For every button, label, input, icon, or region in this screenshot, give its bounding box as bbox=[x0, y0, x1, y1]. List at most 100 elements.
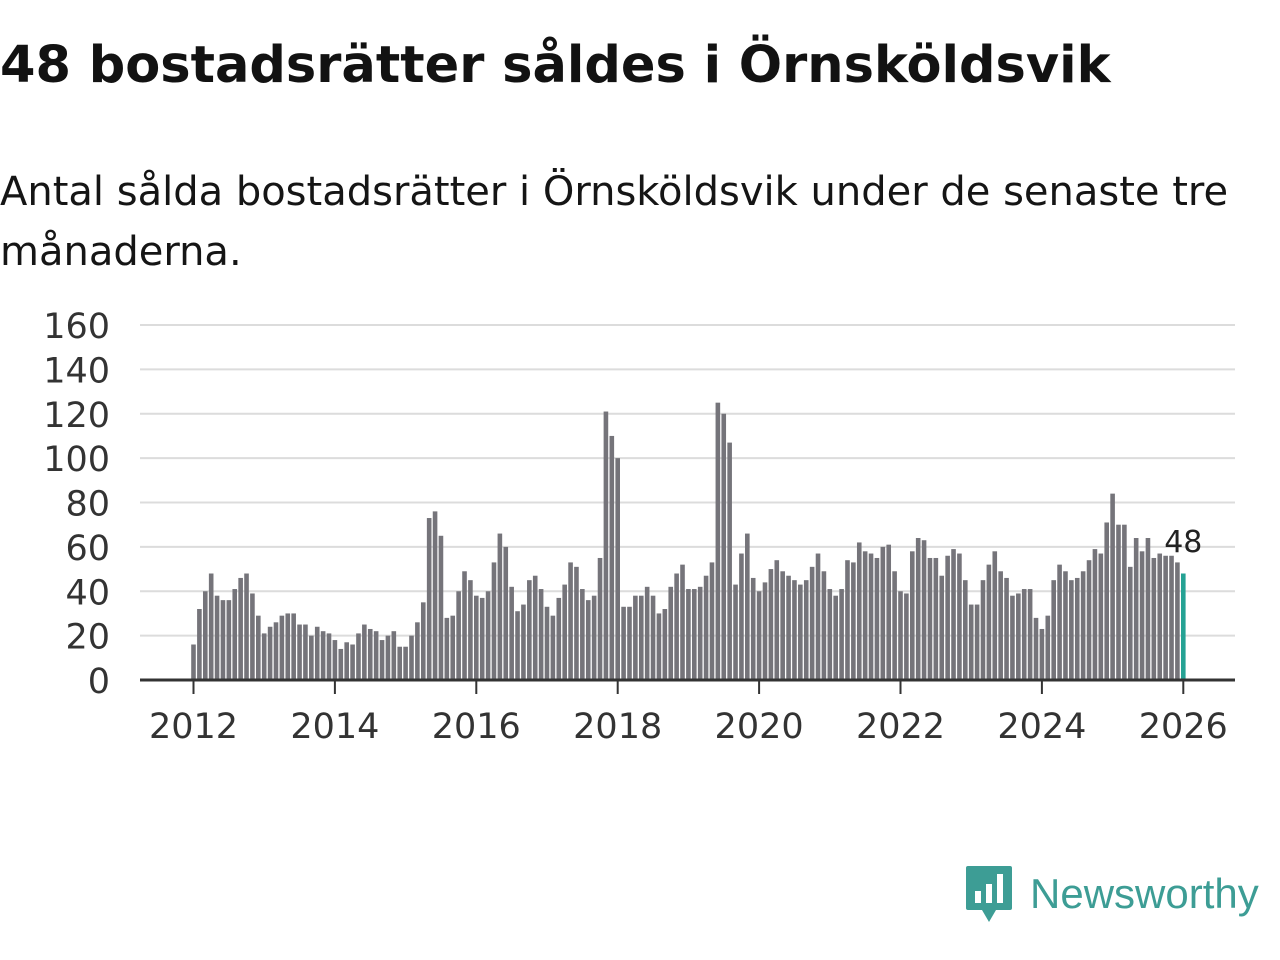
bar bbox=[697, 586, 703, 680]
bar bbox=[662, 609, 668, 680]
bar bbox=[332, 640, 338, 680]
bar bbox=[945, 555, 950, 680]
x-axis: 2012 2014 2016 2018 2020 2022 2024 2026 bbox=[140, 678, 1235, 747]
bar bbox=[1110, 493, 1115, 681]
x-tick-label: 2014 bbox=[290, 707, 379, 747]
y-tick-label: 80 bbox=[65, 485, 110, 525]
bar bbox=[468, 580, 473, 680]
bar bbox=[273, 622, 279, 680]
bar bbox=[585, 600, 591, 681]
x-tick-label: 2022 bbox=[856, 707, 945, 747]
bar bbox=[1104, 522, 1110, 680]
bar bbox=[474, 595, 479, 680]
bar bbox=[420, 602, 426, 680]
x-tick-label: 2012 bbox=[149, 707, 238, 747]
bar bbox=[792, 580, 797, 680]
bar bbox=[1051, 580, 1056, 680]
bar bbox=[839, 589, 844, 680]
bar bbox=[527, 580, 532, 680]
bar bbox=[456, 591, 461, 680]
bar bbox=[1157, 553, 1163, 680]
bar bbox=[367, 628, 373, 680]
bar bbox=[432, 511, 438, 681]
bar bbox=[668, 586, 674, 680]
bar bbox=[220, 600, 226, 681]
bar bbox=[1004, 577, 1009, 680]
bar bbox=[202, 591, 208, 680]
bar bbox=[244, 573, 249, 680]
bar bbox=[815, 553, 821, 680]
bar bbox=[191, 644, 196, 680]
bar bbox=[415, 622, 420, 680]
bar bbox=[379, 640, 385, 680]
bar bbox=[409, 635, 414, 681]
bar bbox=[786, 575, 791, 680]
bar-latest bbox=[1181, 573, 1186, 680]
bar bbox=[297, 624, 302, 680]
bar bbox=[521, 604, 526, 680]
bar bbox=[874, 557, 880, 680]
bar bbox=[1080, 571, 1086, 680]
bar bbox=[314, 626, 320, 680]
bar bbox=[809, 566, 815, 680]
bar bbox=[532, 575, 538, 680]
bar bbox=[267, 626, 273, 680]
bar bbox=[756, 591, 762, 680]
bar bbox=[462, 571, 467, 680]
bar bbox=[1127, 566, 1133, 680]
newsworthy-logo-icon bbox=[966, 866, 1012, 922]
bar bbox=[232, 589, 238, 680]
y-tick-label: 140 bbox=[43, 351, 110, 391]
bar bbox=[909, 551, 915, 680]
bar bbox=[615, 458, 620, 681]
bar bbox=[397, 646, 403, 680]
bar bbox=[674, 573, 679, 680]
bar bbox=[1039, 628, 1045, 680]
bars bbox=[191, 402, 1186, 681]
bar bbox=[591, 595, 597, 680]
y-tick-label: 160 bbox=[43, 307, 110, 347]
bar bbox=[904, 593, 909, 680]
y-tick-label: 60 bbox=[65, 529, 110, 569]
bar bbox=[1169, 555, 1174, 680]
y-tick-label: 0 bbox=[88, 662, 110, 702]
latest-value-label: 48 bbox=[1164, 525, 1202, 560]
newsworthy-logo: Newsworthy bbox=[964, 864, 1259, 924]
bar bbox=[821, 571, 827, 680]
bar bbox=[974, 604, 980, 680]
bar bbox=[1139, 551, 1145, 680]
bar bbox=[208, 573, 214, 680]
bar bbox=[780, 571, 785, 680]
bar bbox=[862, 551, 868, 680]
bar bbox=[933, 557, 939, 680]
bar bbox=[680, 564, 685, 681]
bar bbox=[762, 582, 768, 681]
bar bbox=[798, 584, 803, 680]
bar bbox=[856, 542, 862, 680]
bar bbox=[1045, 615, 1051, 680]
bar bbox=[238, 577, 243, 680]
x-tick-label: 2020 bbox=[715, 707, 804, 747]
bar bbox=[733, 584, 738, 680]
bar bbox=[544, 606, 550, 680]
bar bbox=[403, 646, 408, 680]
bar bbox=[362, 624, 367, 680]
bar bbox=[568, 562, 573, 680]
bar bbox=[992, 551, 998, 680]
bar bbox=[303, 624, 308, 680]
bar bbox=[609, 435, 615, 680]
x-tick-label: 2024 bbox=[997, 707, 1086, 747]
bar bbox=[721, 413, 727, 680]
bar bbox=[1098, 553, 1104, 680]
bar bbox=[650, 595, 656, 680]
bar bbox=[309, 635, 314, 681]
bar bbox=[957, 553, 962, 680]
bar bbox=[1033, 617, 1039, 681]
bar bbox=[986, 564, 992, 681]
bar bbox=[1063, 571, 1068, 680]
bar bbox=[256, 615, 261, 680]
bar bbox=[1021, 589, 1027, 680]
bar bbox=[503, 546, 509, 681]
